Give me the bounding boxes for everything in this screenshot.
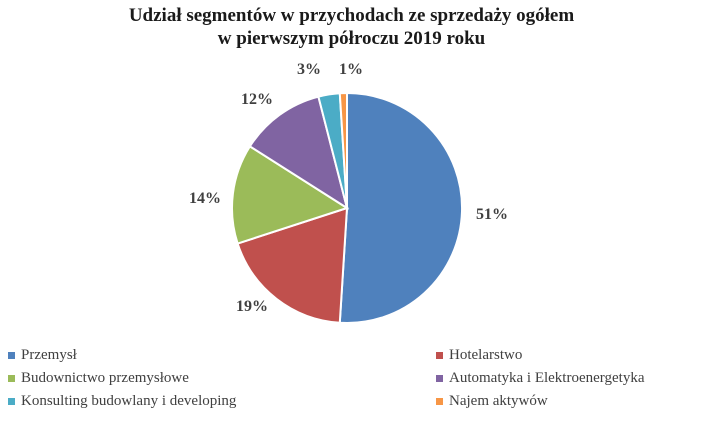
slice-value-label-2: 14% — [189, 190, 221, 207]
pie-slice-1 — [236, 206, 349, 324]
pie-chart: 51% 19% 14% 12% 3% 1% — [189, 61, 508, 324]
slice-value-label-4: 3% — [297, 61, 321, 78]
legend-swatch-2 — [8, 374, 15, 382]
chart-title: Udział segmentów w przychodach ze sprzed… — [0, 4, 703, 50]
legend-item-5: Najem aktywów — [436, 392, 548, 410]
legend-label-0: Przemysł — [21, 347, 77, 363]
pie-slice-3 — [248, 95, 349, 211]
slice-value-label-1: 19% — [236, 298, 268, 315]
legend-swatch-4 — [8, 397, 15, 405]
legend-label-3: Automatyka i Elektroenergetyka — [449, 370, 645, 386]
legend-swatch-1 — [436, 351, 443, 359]
legend-item-2: Budownictwo przemysłowe — [8, 369, 189, 387]
legend-label-1: Hotelarstwo — [449, 347, 523, 363]
pie-slice-2 — [231, 144, 350, 245]
legend-swatch-0 — [8, 351, 15, 359]
legend-item-1: Hotelarstwo — [436, 346, 522, 364]
legend-swatch-5 — [436, 397, 443, 405]
chart-title-line-2: w pierwszym półroczu 2019 roku — [217, 28, 486, 49]
slice-value-label-0: 51% — [476, 206, 508, 223]
slice-value-label-3: 12% — [241, 91, 273, 108]
pie-slice-0 — [338, 91, 463, 324]
legend-label-5: Najem aktywów — [449, 393, 548, 409]
pie-slice-5 — [338, 91, 348, 209]
legend-swatch-3 — [436, 374, 443, 382]
legend-item-4: Konsulting budowlany i developing — [8, 392, 236, 410]
chart-title-line-1: Udział segmentów w przychodach ze sprzed… — [128, 5, 575, 26]
legend-item-3: Automatyka i Elektroenergetyka — [436, 369, 645, 387]
legend-label-4: Konsulting budowlany i developing — [21, 393, 237, 409]
chart-legend: Przemysł Hotelarstwo Budownictwo przemys… — [0, 342, 703, 417]
legend-label-2: Budownictwo przemysłowe — [21, 370, 189, 386]
slice-value-label-5: 1% — [339, 61, 363, 78]
legend-item-0: Przemysł — [8, 346, 77, 364]
